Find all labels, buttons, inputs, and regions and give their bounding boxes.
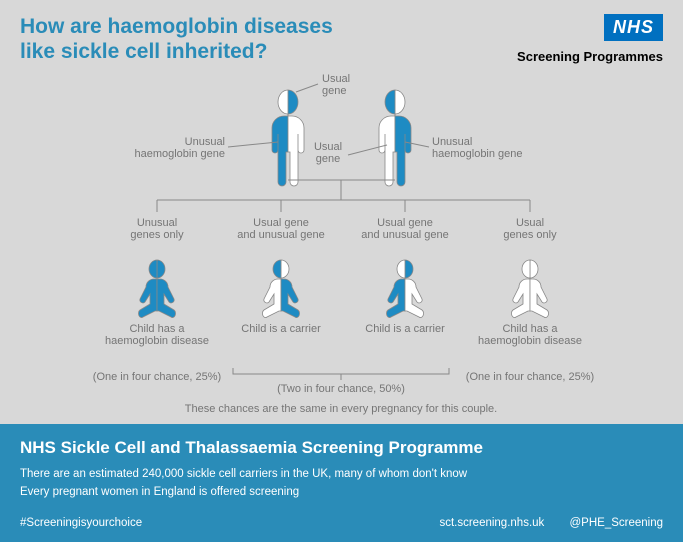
svg-text:Child is a carrier: Child is a carrier bbox=[365, 323, 445, 335]
footer-hashtag: #Screeningisyourchoice bbox=[20, 517, 142, 529]
svg-text:gene: gene bbox=[316, 153, 340, 165]
svg-text:(One in four chance, 25%): (One in four chance, 25%) bbox=[466, 371, 594, 383]
svg-text:Child is a carrier: Child is a carrier bbox=[241, 323, 321, 335]
footer-right: sct.screening.nhs.uk @PHE_Screening bbox=[417, 517, 663, 529]
svg-text:These chances are the same in: These chances are the same in every preg… bbox=[185, 403, 497, 415]
page-title: How are haemoglobin diseases like sickle… bbox=[20, 14, 333, 64]
inheritance-diagram: UsualgeneUsualgeneUnusualhaemoglobin gen… bbox=[0, 70, 683, 424]
svg-text:haemoglobin gene: haemoglobin gene bbox=[432, 148, 523, 160]
footer-line1: There are an estimated 240,000 sickle ce… bbox=[20, 466, 663, 483]
svg-text:Usual gene: Usual gene bbox=[377, 217, 433, 229]
svg-text:Child has a: Child has a bbox=[129, 323, 185, 335]
brand-block: NHS Screening Programmes bbox=[517, 14, 663, 64]
svg-text:Unusual: Unusual bbox=[432, 136, 472, 148]
svg-text:and unusual gene: and unusual gene bbox=[237, 229, 324, 241]
footer-twitter: @PHE_Screening bbox=[570, 517, 664, 529]
svg-text:Usual: Usual bbox=[322, 73, 350, 85]
svg-text:Unusual: Unusual bbox=[137, 217, 177, 229]
footer-line2: Every pregnant women in England is offer… bbox=[20, 484, 663, 501]
svg-text:haemoglobin disease: haemoglobin disease bbox=[478, 335, 582, 347]
footer-url: sct.screening.nhs.uk bbox=[439, 517, 544, 529]
header: How are haemoglobin diseases like sickle… bbox=[0, 0, 683, 70]
svg-text:gene: gene bbox=[322, 85, 346, 97]
svg-text:Unusual: Unusual bbox=[185, 136, 225, 148]
footer-title: NHS Sickle Cell and Thalassaemia Screeni… bbox=[20, 438, 663, 458]
svg-text:Usual: Usual bbox=[314, 141, 342, 153]
title-line2: like sickle cell inherited? bbox=[20, 39, 333, 64]
svg-text:Usual: Usual bbox=[516, 217, 544, 229]
svg-text:Usual gene: Usual gene bbox=[253, 217, 309, 229]
svg-text:Child has a: Child has a bbox=[502, 323, 558, 335]
footer: NHS Sickle Cell and Thalassaemia Screeni… bbox=[0, 424, 683, 542]
svg-text:haemoglobin disease: haemoglobin disease bbox=[105, 335, 209, 347]
svg-text:(Two in four chance, 50%): (Two in four chance, 50%) bbox=[277, 383, 405, 395]
svg-text:haemoglobin gene: haemoglobin gene bbox=[134, 148, 225, 160]
svg-text:genes only: genes only bbox=[130, 229, 184, 241]
title-line1: How are haemoglobin diseases bbox=[20, 14, 333, 39]
svg-text:and unusual gene: and unusual gene bbox=[361, 229, 448, 241]
svg-text:genes only: genes only bbox=[503, 229, 557, 241]
footer-bottom: #Screeningisyourchoice sct.screening.nhs… bbox=[20, 517, 663, 529]
programmes-label: Screening Programmes bbox=[517, 49, 663, 64]
nhs-logo: NHS bbox=[604, 14, 663, 41]
svg-text:(One in four chance, 25%): (One in four chance, 25%) bbox=[93, 371, 221, 383]
